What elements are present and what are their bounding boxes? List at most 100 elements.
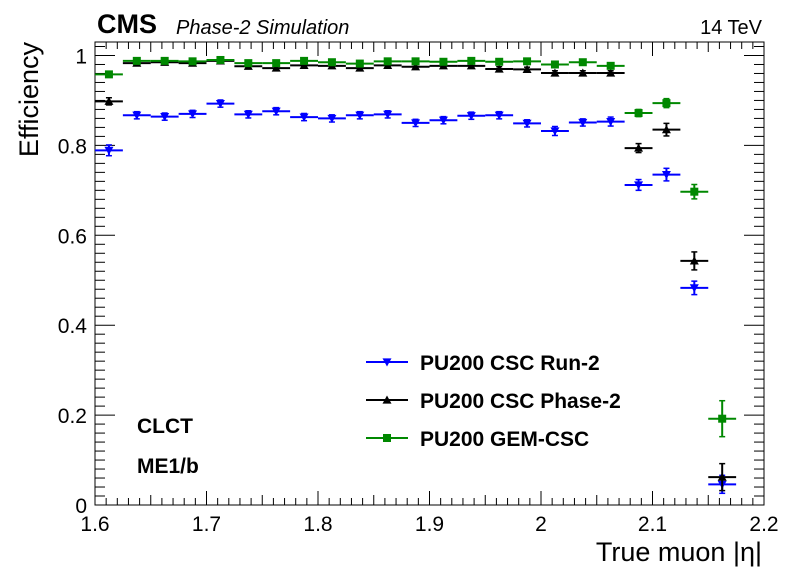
data-marker <box>160 113 170 122</box>
data-point <box>234 110 263 119</box>
data-point <box>234 59 263 68</box>
data-marker <box>355 111 365 120</box>
legend-marker <box>382 395 392 404</box>
data-marker <box>606 68 616 77</box>
energy-label: 14 TeV <box>700 17 763 39</box>
data-point <box>541 60 569 69</box>
subtitle-label: Phase-2 Simulation <box>176 17 349 39</box>
data-marker <box>188 110 198 119</box>
data-marker <box>494 111 504 120</box>
y-tick-label: 0.6 <box>58 225 87 248</box>
x-tick-label: 2 <box>535 513 547 536</box>
data-marker <box>606 117 616 127</box>
data-point <box>457 56 486 65</box>
data-point <box>596 61 625 70</box>
y-tick-label: 1 <box>75 45 87 68</box>
data-marker <box>578 118 588 127</box>
data-point <box>95 144 123 157</box>
x-tick-label: 1.7 <box>192 513 221 536</box>
data-marker <box>299 60 309 69</box>
x-axis-title: True muon |η| <box>596 537 762 567</box>
data-point <box>150 56 179 65</box>
region-label-me1b: ME1/b <box>137 455 199 478</box>
data-marker <box>216 55 225 64</box>
data-point <box>95 70 123 79</box>
data-marker <box>578 58 587 67</box>
data-point <box>568 58 597 67</box>
data-point <box>624 178 653 192</box>
data-marker <box>383 110 393 119</box>
data-point <box>708 399 737 438</box>
data-point <box>373 57 402 66</box>
data-marker <box>383 57 392 66</box>
data-point <box>429 115 458 125</box>
legend-entry: PU200 CSC Phase-2 <box>366 390 621 413</box>
data-marker <box>495 57 504 66</box>
data-marker <box>662 99 671 108</box>
data-point <box>541 125 569 137</box>
data-point <box>596 68 625 77</box>
data-point <box>318 58 346 67</box>
legend-entry: PU200 GEM-CSC <box>366 428 589 451</box>
data-marker <box>411 57 420 66</box>
data-point <box>680 183 709 200</box>
data-marker <box>411 62 421 71</box>
data-marker <box>522 119 532 128</box>
data-point <box>122 56 151 65</box>
data-point <box>401 118 430 128</box>
data-point <box>206 55 235 64</box>
data-marker <box>661 125 671 134</box>
data-marker <box>661 171 671 180</box>
data-marker <box>578 68 588 77</box>
data-point <box>290 56 318 65</box>
legend-label: PU200 CSC Run-2 <box>420 352 600 375</box>
data-point <box>429 57 458 66</box>
data-marker <box>689 284 699 293</box>
data-point <box>568 68 597 77</box>
data-marker <box>272 59 281 68</box>
data-point <box>262 59 291 68</box>
data-point <box>457 111 486 121</box>
data-marker <box>550 127 560 136</box>
data-marker <box>104 96 114 105</box>
data-point <box>680 251 709 271</box>
data-point <box>401 57 430 66</box>
x-tick-label: 1.9 <box>415 513 444 536</box>
data-point <box>178 109 207 119</box>
legend-entry: PU200 CSC Run-2 <box>366 352 600 375</box>
data-marker <box>104 70 113 79</box>
legend-label: PU200 GEM-CSC <box>420 428 589 451</box>
x-tick-label: 1.6 <box>80 513 109 536</box>
data-point <box>206 99 235 109</box>
legend-label: PU200 CSC Phase-2 <box>420 390 621 413</box>
data-point <box>513 64 541 74</box>
data-marker <box>718 414 727 423</box>
y-tick-label: 0.2 <box>58 405 87 428</box>
data-point <box>485 110 514 120</box>
data-marker <box>300 56 309 65</box>
y-tick-label: 0.4 <box>58 315 88 338</box>
data-marker <box>550 68 560 77</box>
legend-marker <box>383 434 391 442</box>
data-point <box>652 167 681 182</box>
data-marker <box>327 114 337 123</box>
data-point <box>513 119 541 128</box>
data-point <box>708 462 737 492</box>
x-tick-label: 2.2 <box>749 513 778 536</box>
data-point <box>122 110 151 120</box>
data-point <box>290 60 318 69</box>
data-marker <box>689 256 699 265</box>
y-tick-label: 0 <box>75 495 87 518</box>
data-marker <box>188 57 197 66</box>
data-marker <box>523 57 532 66</box>
data-point <box>513 57 541 66</box>
y-axis-title: Efficiency <box>14 42 44 158</box>
data-marker <box>243 110 253 119</box>
legend-marker <box>382 358 392 367</box>
data-series <box>95 55 737 495</box>
x-tick-label: 1.8 <box>303 513 332 536</box>
series-1 <box>95 99 737 495</box>
data-point <box>541 68 569 77</box>
series-3 <box>95 55 737 438</box>
